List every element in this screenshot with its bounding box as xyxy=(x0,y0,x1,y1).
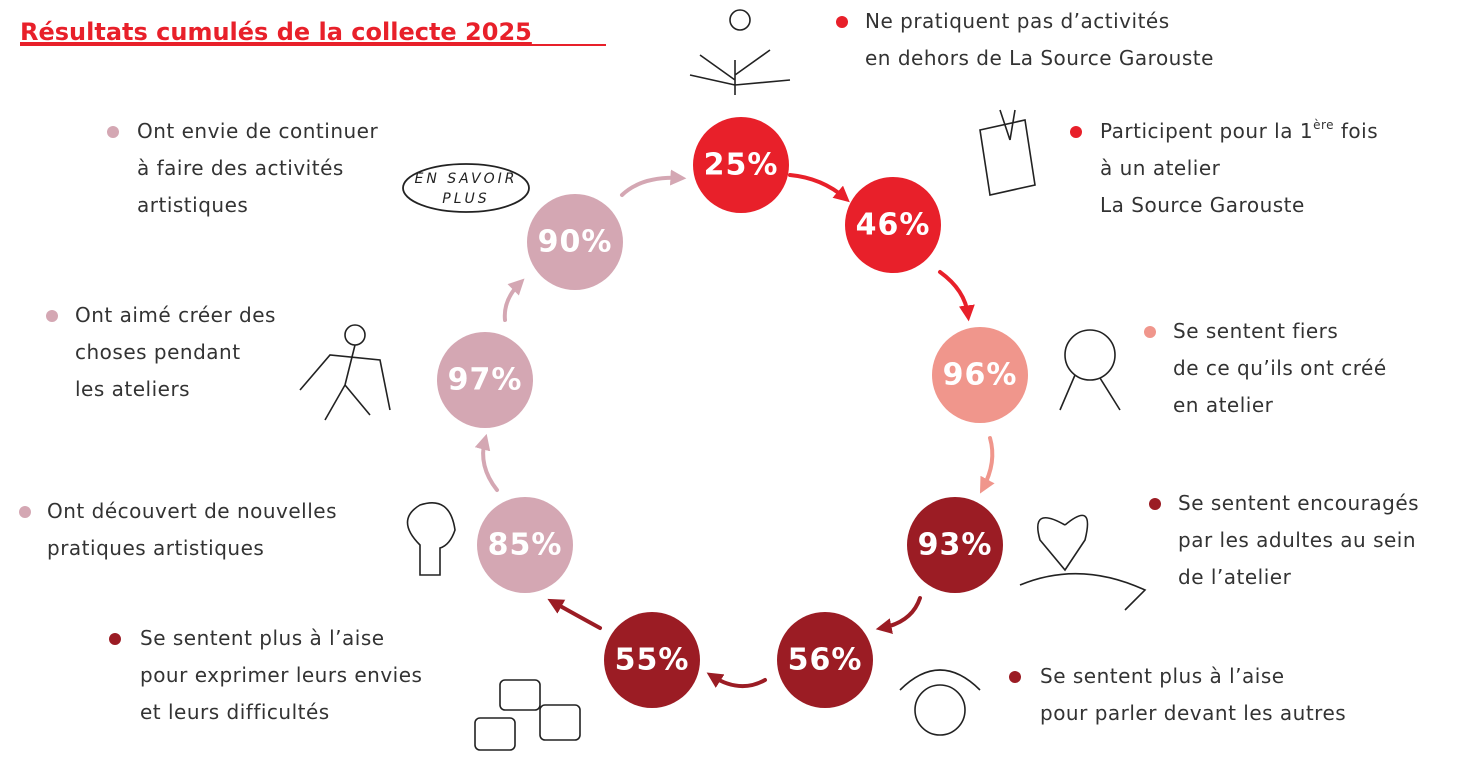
bullet xyxy=(1009,671,1021,683)
stat-value: 90% xyxy=(538,225,613,260)
badge[interactable]: EN SAVOIR PLUS xyxy=(403,164,529,212)
stat-value: 25% xyxy=(704,148,779,183)
stat-value: 96% xyxy=(943,358,1018,393)
label-line: Ne pratiquent pas d’activités xyxy=(865,9,1170,33)
label-line: à un atelier xyxy=(1100,156,1221,180)
label-text: fois xyxy=(1334,119,1378,143)
bullet xyxy=(836,16,848,28)
label-line: pour exprimer leurs envies xyxy=(140,663,422,687)
label-line: à faire des activités xyxy=(137,156,344,180)
bullet xyxy=(1144,326,1156,338)
bullet xyxy=(1070,126,1082,138)
label-text: Participent pour la 1 xyxy=(1100,119,1313,143)
stat-value: 85% xyxy=(488,528,563,563)
label-line: pratiques artistiques xyxy=(47,536,264,560)
bullet xyxy=(46,310,58,322)
label-line: Se sentent plus à l’aise xyxy=(140,626,385,650)
stat-value: 93% xyxy=(918,528,993,563)
bullet xyxy=(1149,498,1161,510)
title: Résultats cumulés de la collecte 2025 xyxy=(20,18,532,46)
stat-value: 46% xyxy=(856,208,931,243)
bullet xyxy=(109,633,121,645)
label-line: Se sentent plus à l’aise xyxy=(1040,664,1285,688)
label-line: de l’atelier xyxy=(1178,565,1292,589)
label-line: les ateliers xyxy=(75,377,190,401)
stat-value: 55% xyxy=(615,643,690,678)
label-line: artistiques xyxy=(137,193,248,217)
label-line: choses pendant xyxy=(75,340,241,364)
label-line: et leurs difficultés xyxy=(140,700,330,724)
label-line: en dehors de La Source Garouste xyxy=(865,46,1214,70)
infographic: Résultats cumulés de la collecte 2025 EN… xyxy=(0,0,1478,763)
label-line: pour parler devant les autres xyxy=(1040,701,1346,725)
stat-value: 97% xyxy=(448,363,523,398)
badge-line[interactable]: EN SAVOIR xyxy=(415,171,518,187)
label-line: Ont découvert de nouvelles xyxy=(47,499,337,523)
label-line: de ce qu’ils ont créé xyxy=(1173,356,1387,380)
label-sup: ère xyxy=(1313,118,1334,132)
label-line: en atelier xyxy=(1173,393,1274,417)
label-line: par les adultes au sein xyxy=(1178,528,1416,552)
label-line: Ont envie de continuer xyxy=(137,119,378,143)
badge-line[interactable]: PLUS xyxy=(442,191,489,207)
label-line: Se sentent encouragés xyxy=(1178,491,1419,515)
bullet xyxy=(19,506,31,518)
label-line: La Source Garouste xyxy=(1100,193,1305,217)
stat-value: 56% xyxy=(788,643,863,678)
label-line: Participent pour la 1ère fois xyxy=(1100,118,1378,143)
label-line: Se sentent fiers xyxy=(1173,319,1338,343)
bullet xyxy=(107,126,119,138)
label-line: Ont aimé créer des xyxy=(75,303,276,327)
